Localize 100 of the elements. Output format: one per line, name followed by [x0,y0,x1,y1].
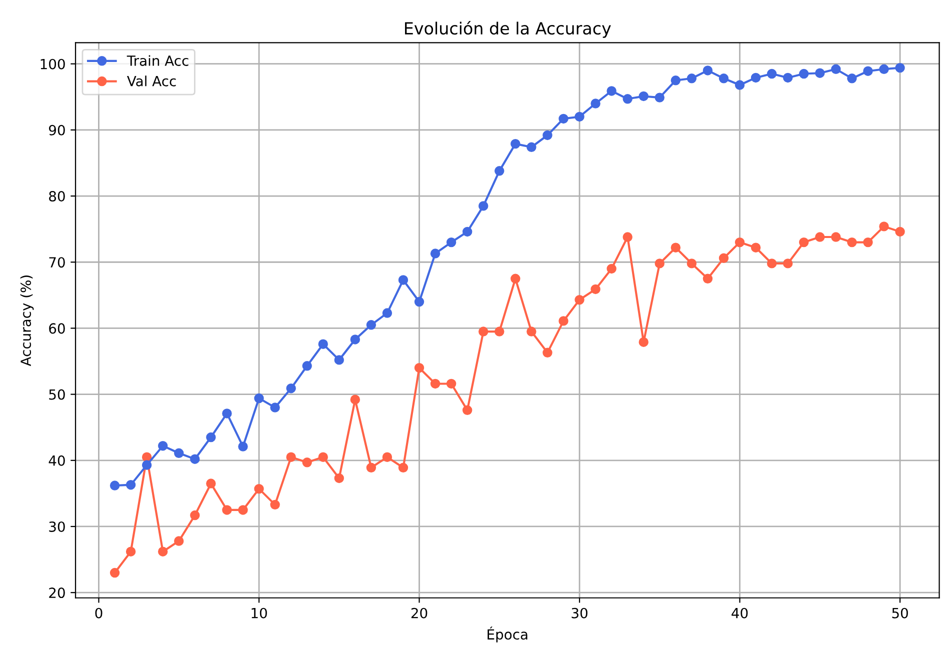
point [590,98,600,108]
point [622,232,632,242]
point [654,258,664,268]
point [478,201,488,211]
point [446,237,456,248]
point [190,454,200,464]
legend-label: Val Acc [127,76,176,86]
x-tick-label: 20 [411,608,428,618]
point [863,66,873,76]
point [558,114,568,124]
point [702,66,713,76]
point [590,284,600,294]
point [398,275,408,285]
point [334,473,344,484]
y-tick-label: 80 [49,191,65,202]
point [414,296,424,307]
legend-label: Train Acc [126,55,188,66]
point [782,258,793,268]
point [879,222,889,232]
point [174,448,184,458]
point [542,348,552,358]
point [766,258,777,268]
point [318,339,328,349]
point [815,68,825,78]
point [510,274,520,284]
x-tick-label: 50 [892,608,908,618]
point [542,130,552,140]
y-axis-title: Accuracy (%) [20,276,34,366]
y-tick-label: 40 [48,455,65,466]
point [686,74,697,84]
point [654,92,664,102]
point [494,326,504,336]
y-tick-label: 100 [40,58,65,70]
point [574,112,584,122]
point [606,86,616,96]
point [430,378,440,389]
point [847,237,857,248]
point [462,226,472,237]
point [782,72,793,83]
point [670,76,681,86]
point [494,166,504,176]
point [206,478,216,488]
x-tick-label: 40 [732,608,748,618]
point [398,462,408,473]
point [110,480,120,490]
point [831,64,841,74]
point [831,232,841,242]
point [206,432,216,442]
point [302,458,312,468]
point [526,326,536,336]
point [863,237,873,248]
point [766,68,777,79]
point [734,80,745,90]
point [126,480,136,490]
point [510,138,520,149]
y-tick-label: 70 [49,257,65,268]
point [879,64,889,74]
point [382,452,392,462]
point [238,505,248,515]
point [142,460,152,470]
y-tick-label: 90 [49,124,65,136]
x-tick-label: 0 [95,608,102,618]
point [382,308,392,318]
point [366,462,376,473]
point [895,62,905,73]
point [174,536,184,546]
point [334,355,344,365]
y-tick-label: 60 [49,323,65,334]
point [718,253,729,264]
point [446,378,456,389]
point [734,237,745,248]
point [606,264,616,274]
point [718,74,729,84]
point [462,405,472,416]
point [126,546,136,556]
point [222,408,232,418]
point [702,274,713,284]
point [895,226,905,237]
point [799,68,809,79]
point [302,361,312,371]
point [558,316,568,326]
point [350,394,360,404]
point [670,242,681,252]
point [750,242,761,252]
point [686,258,697,268]
point [366,320,376,330]
point [622,94,632,104]
y-tick-label: 50 [49,389,65,400]
point [638,337,648,347]
point [190,510,200,520]
y-tick-label: 30 [49,521,65,532]
point [847,74,857,84]
point [270,500,280,510]
point [158,441,168,451]
y-tick-label: 20 [49,588,65,598]
point [270,402,280,412]
point [254,484,264,494]
point [286,452,296,462]
point [254,393,264,404]
x-tick-label: 10 [252,608,267,618]
